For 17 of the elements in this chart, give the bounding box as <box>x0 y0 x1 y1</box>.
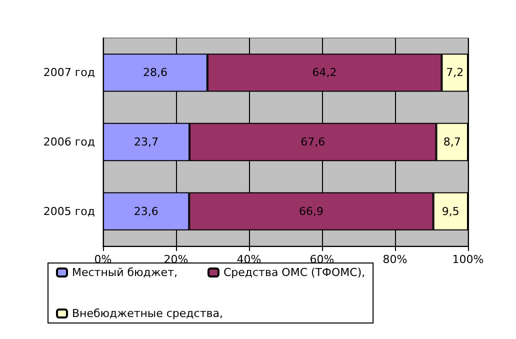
data-label: 64,2 <box>312 66 337 80</box>
data-label: 23,7 <box>134 136 159 148</box>
legend-label: Местный бюджет, <box>72 266 178 279</box>
data-label: 9,5 <box>442 204 460 218</box>
data-label: 67,6 <box>300 136 326 148</box>
y-tick-label: 2005 год <box>43 204 96 218</box>
data-label: 23,6 <box>134 204 158 218</box>
x-tick-label: 100% <box>452 253 484 266</box>
x-tick-label: 80% <box>382 253 408 266</box>
legend-label: Внебюджетные средства, <box>72 307 223 320</box>
legend-label: Средства ОМС (ТФОМС), <box>223 266 366 279</box>
data-label: 28,6 <box>142 66 168 80</box>
y-tick-label: 2007 год <box>43 66 96 80</box>
data-label: 7,2 <box>446 66 464 80</box>
y-tick-label: 2006 год <box>43 136 96 148</box>
data-label: 8,7 <box>443 136 461 148</box>
data-label: 66,9 <box>298 204 324 218</box>
